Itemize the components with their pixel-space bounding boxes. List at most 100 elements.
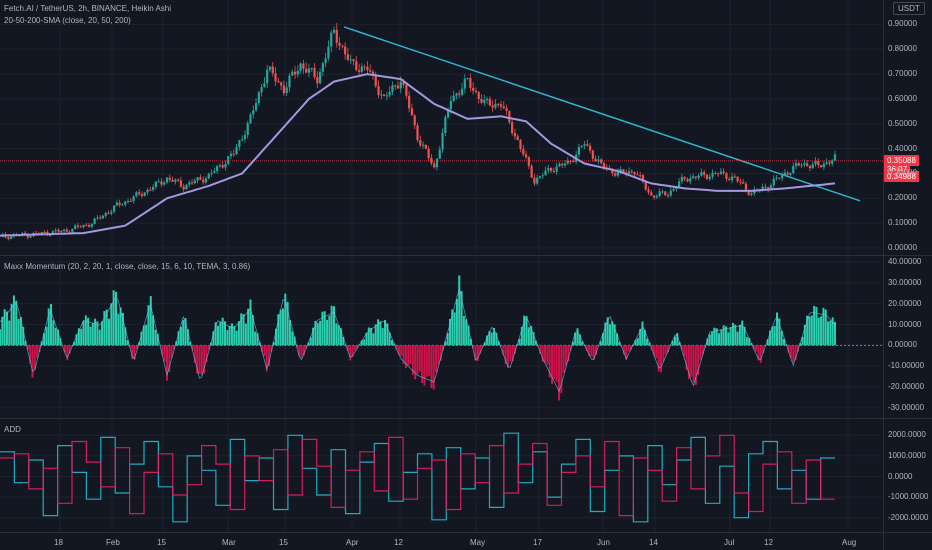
candle-body bbox=[383, 95, 385, 96]
sma-indicator-label[interactable]: 20-50-200-SMA (close, 20, 50, 200) bbox=[4, 16, 131, 25]
candle-body bbox=[133, 196, 135, 201]
candle-body bbox=[444, 117, 446, 133]
candle-body bbox=[453, 96, 455, 101]
candle-body bbox=[269, 66, 271, 69]
candle-body bbox=[286, 87, 288, 93]
candle-body bbox=[63, 230, 65, 231]
candle-body bbox=[831, 160, 833, 163]
momentum-bar bbox=[301, 345, 303, 357]
candle-body bbox=[7, 237, 9, 239]
candle-body bbox=[789, 173, 791, 175]
candle-body bbox=[531, 166, 533, 178]
candle-body bbox=[146, 190, 148, 193]
candle-body bbox=[692, 176, 694, 178]
candle-body bbox=[826, 162, 828, 164]
candle-body bbox=[105, 213, 107, 216]
candle-body bbox=[558, 164, 560, 167]
candle-body bbox=[158, 181, 160, 182]
candle-body bbox=[592, 151, 594, 159]
candle-body bbox=[428, 149, 430, 158]
momentum-bar bbox=[145, 325, 147, 346]
momentum-bar bbox=[89, 327, 91, 346]
candle-body bbox=[595, 159, 597, 161]
momentum-bar bbox=[240, 313, 242, 345]
candle-body bbox=[556, 166, 558, 171]
momentum-bar bbox=[289, 320, 291, 345]
momentum-bar bbox=[243, 314, 245, 345]
momentum-bar bbox=[217, 326, 219, 346]
candle-body bbox=[436, 159, 438, 168]
candle-body bbox=[681, 177, 683, 181]
candle-body bbox=[302, 64, 304, 69]
candle-body bbox=[110, 212, 112, 214]
candle-body bbox=[300, 64, 302, 71]
candle-body bbox=[519, 140, 521, 149]
candle-body bbox=[149, 190, 151, 191]
momentum-bar bbox=[437, 345, 439, 364]
candle-body bbox=[330, 33, 332, 47]
candle-body bbox=[119, 203, 121, 205]
momentum-bar bbox=[36, 345, 38, 357]
add-indicator-label[interactable]: ADD bbox=[4, 425, 21, 434]
candle-body bbox=[224, 164, 226, 168]
candle-body bbox=[247, 123, 249, 135]
candle-body bbox=[327, 47, 329, 59]
momentum-bar bbox=[52, 320, 54, 345]
candle-body bbox=[631, 171, 633, 172]
candle-body bbox=[197, 177, 199, 180]
quote-currency-badge[interactable]: USDT bbox=[893, 2, 925, 15]
candle-body bbox=[121, 205, 123, 206]
momentum-bar bbox=[435, 345, 437, 372]
candle-body bbox=[308, 68, 310, 72]
candle-body bbox=[166, 178, 168, 183]
candle-body bbox=[322, 63, 324, 72]
candle-body bbox=[216, 166, 218, 171]
momentum-axis-label: -30.00000 bbox=[888, 403, 924, 412]
candle-body bbox=[469, 78, 471, 88]
candle-body bbox=[467, 78, 469, 79]
momentum-bar bbox=[319, 321, 321, 346]
candle-body bbox=[361, 66, 363, 71]
candle-body bbox=[689, 178, 691, 181]
momentum-bar bbox=[811, 315, 813, 345]
candle-body bbox=[355, 61, 357, 70]
candle-body bbox=[430, 158, 432, 163]
momentum-bar bbox=[280, 310, 282, 345]
momentum-bar bbox=[6, 312, 8, 346]
momentum-bar bbox=[563, 345, 565, 373]
candle-body bbox=[305, 69, 307, 73]
candle-body bbox=[667, 195, 669, 196]
candle-body bbox=[787, 173, 789, 175]
candle-body bbox=[569, 161, 571, 162]
momentum-bar bbox=[433, 345, 435, 389]
candle-body bbox=[96, 217, 98, 218]
momentum-bar bbox=[746, 337, 748, 345]
price-axis-label: 0.00000 bbox=[888, 243, 917, 252]
candle-body bbox=[138, 192, 140, 194]
momentum-bar bbox=[83, 321, 85, 345]
momentum-bar bbox=[291, 331, 293, 345]
candle-body bbox=[199, 177, 201, 180]
momentum-bar bbox=[115, 292, 117, 345]
candle-body bbox=[578, 147, 580, 155]
momentum-bar bbox=[13, 295, 15, 345]
momentum-bar bbox=[509, 345, 511, 361]
candle-body bbox=[695, 176, 697, 177]
momentum-bar bbox=[813, 306, 815, 345]
candle-body bbox=[55, 230, 57, 231]
momentum-bar bbox=[198, 345, 200, 373]
candle-body bbox=[74, 226, 76, 229]
candle-body bbox=[155, 181, 157, 187]
candle-body bbox=[389, 92, 391, 95]
candle-body bbox=[801, 165, 803, 166]
momentum-bar bbox=[553, 345, 555, 379]
momentum-axis-label: 0.00000 bbox=[888, 340, 917, 349]
momentum-bar bbox=[609, 324, 611, 345]
candle-body bbox=[350, 59, 352, 60]
candle-body bbox=[572, 161, 574, 162]
candle-body bbox=[91, 224, 93, 227]
candle-body bbox=[725, 173, 727, 179]
candle-body bbox=[736, 177, 738, 182]
candle-body bbox=[812, 164, 814, 168]
momentum-indicator-label[interactable]: Maxx Momentum (20, 2, 20, 1, close, clos… bbox=[4, 262, 250, 271]
